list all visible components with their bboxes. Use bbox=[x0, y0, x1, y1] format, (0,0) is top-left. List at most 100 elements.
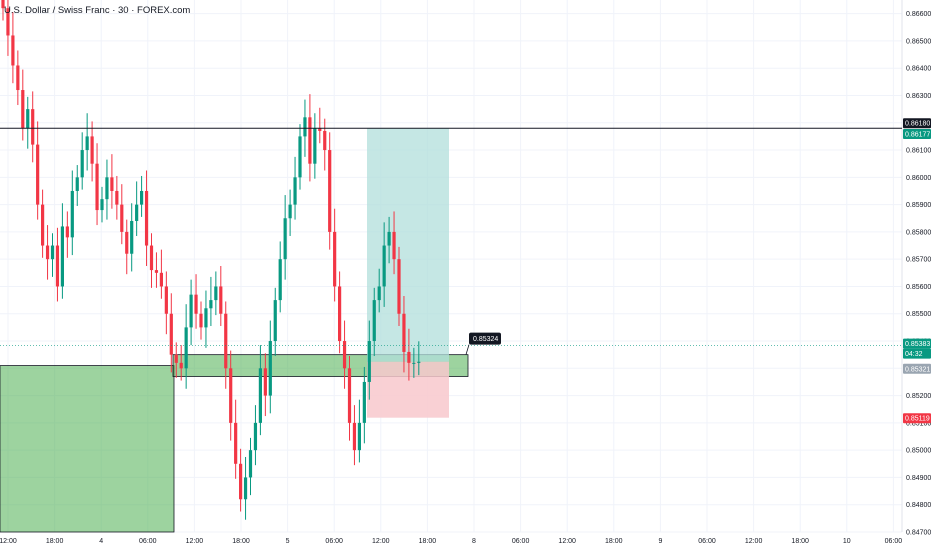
candle-body bbox=[41, 204, 45, 246]
candle-body bbox=[357, 422, 361, 451]
candle-body bbox=[159, 272, 163, 287]
y-tick-label: 0.86300 bbox=[906, 93, 931, 100]
candle-body bbox=[6, 8, 10, 36]
candle-body bbox=[36, 144, 40, 205]
candle-body bbox=[412, 362, 416, 364]
x-tick-label: 18:00 bbox=[232, 538, 250, 545]
candle-body bbox=[125, 231, 129, 254]
candle-body bbox=[144, 190, 149, 246]
x-tick-label: 18:00 bbox=[791, 538, 809, 545]
x-tick-label: 18:00 bbox=[46, 538, 64, 545]
chart-title: U.S. Dollar / Swiss Franc · 30 · FOREX.c… bbox=[4, 5, 191, 16]
candle-body bbox=[263, 368, 267, 396]
y-tick-label: 0.85000 bbox=[906, 448, 931, 455]
candle-body bbox=[65, 226, 69, 238]
candle-body bbox=[367, 341, 371, 382]
candle-body bbox=[298, 136, 302, 178]
candle-body bbox=[179, 362, 183, 369]
candle-body bbox=[60, 226, 64, 287]
candle-body bbox=[303, 117, 307, 137]
x-tick-label: 12:00 bbox=[372, 538, 390, 545]
candle-body bbox=[407, 351, 411, 363]
y-tick-label: 0.85500 bbox=[906, 311, 931, 318]
candle-body bbox=[347, 368, 352, 423]
candle-body bbox=[387, 231, 391, 246]
candle-body bbox=[253, 422, 258, 451]
y-tick-label: 0.86600 bbox=[906, 11, 931, 18]
x-tick-label: 06:00 bbox=[325, 538, 343, 545]
candle-body bbox=[308, 117, 312, 164]
candle-body bbox=[194, 294, 198, 314]
x-tick-label: 06:00 bbox=[698, 538, 716, 545]
x-tick-label: 12:00 bbox=[745, 538, 763, 545]
candle-body bbox=[234, 422, 238, 464]
target-badge: 0.86177 bbox=[905, 132, 930, 139]
level-badge-bg bbox=[903, 118, 931, 129]
candle-body bbox=[417, 361, 421, 363]
x-tick-label: 4 bbox=[99, 538, 103, 545]
x-tick-label: 06:00 bbox=[885, 538, 903, 545]
candle-body bbox=[214, 286, 218, 301]
candle-body bbox=[209, 300, 213, 309]
candle-body bbox=[115, 190, 119, 205]
last-price-badge: 0.85383 bbox=[905, 341, 930, 348]
candle-body bbox=[268, 341, 272, 396]
countdown-badge-bg bbox=[903, 348, 931, 359]
y-tick-label: 0.85600 bbox=[906, 284, 931, 291]
current-marker-badge-bg bbox=[903, 363, 931, 374]
x-tick-label: 10 bbox=[843, 538, 851, 545]
candle-body bbox=[80, 150, 84, 178]
candle-body bbox=[377, 286, 381, 301]
candle-body bbox=[293, 177, 297, 205]
countdown-badge: 04:32 bbox=[905, 351, 923, 358]
candle-body bbox=[283, 218, 287, 260]
candle-body bbox=[174, 354, 178, 363]
y-tick-label: 0.86500 bbox=[906, 38, 931, 45]
candle-body bbox=[70, 190, 74, 238]
x-tick-label: 12:00 bbox=[0, 538, 17, 545]
candle-body bbox=[85, 136, 89, 151]
candlesticks bbox=[1, 0, 421, 520]
candle-body bbox=[130, 220, 134, 254]
candle-body bbox=[55, 245, 60, 287]
candle-body bbox=[318, 128, 322, 131]
y-tick-label: 0.84700 bbox=[906, 530, 931, 537]
x-tick-label: 18:00 bbox=[419, 538, 437, 545]
candle-body bbox=[382, 245, 386, 287]
candle-body bbox=[110, 177, 114, 191]
y-tick-label: 0.84800 bbox=[906, 502, 931, 509]
target-zone bbox=[367, 128, 449, 362]
candle-body bbox=[243, 477, 248, 500]
candle-body bbox=[154, 270, 159, 273]
y-tick-label: 0.86400 bbox=[906, 66, 931, 73]
candle-body bbox=[204, 308, 208, 328]
target-badge-bg bbox=[903, 129, 931, 140]
candle-body bbox=[402, 313, 406, 352]
x-tick-label: 18:00 bbox=[605, 538, 623, 545]
candle-body bbox=[199, 313, 203, 328]
candle-body bbox=[273, 300, 277, 342]
candle-body bbox=[140, 190, 144, 205]
candle-body bbox=[90, 136, 94, 164]
y-tick-label: 0.85200 bbox=[906, 393, 931, 400]
candle-body bbox=[26, 109, 30, 129]
last-price-badge-bg bbox=[903, 338, 931, 349]
candle-body bbox=[120, 204, 124, 232]
candle-body bbox=[1, 0, 5, 9]
x-tick-label: 9 bbox=[658, 538, 662, 545]
candle-body bbox=[189, 294, 193, 328]
candle-body bbox=[328, 150, 332, 232]
price-axis[interactable]: 0.866000.865000.864000.863000.862000.861… bbox=[906, 11, 931, 536]
y-tick-label: 0.86100 bbox=[906, 148, 931, 155]
candle-body bbox=[397, 259, 401, 314]
candle-body bbox=[31, 109, 35, 145]
chart-zones bbox=[0, 128, 469, 533]
stop-badge: 0.85119 bbox=[905, 416, 930, 423]
candle-body bbox=[258, 368, 262, 423]
candle-body bbox=[50, 245, 55, 260]
time-axis[interactable]: 12:00 18:00 4 06:00 12:00 18:00 5 06:00 12:00 18:… bbox=[0, 538, 902, 545]
entry-callout-pointer bbox=[465, 344, 470, 355]
candle-body bbox=[239, 463, 243, 500]
candle-body bbox=[313, 128, 317, 164]
